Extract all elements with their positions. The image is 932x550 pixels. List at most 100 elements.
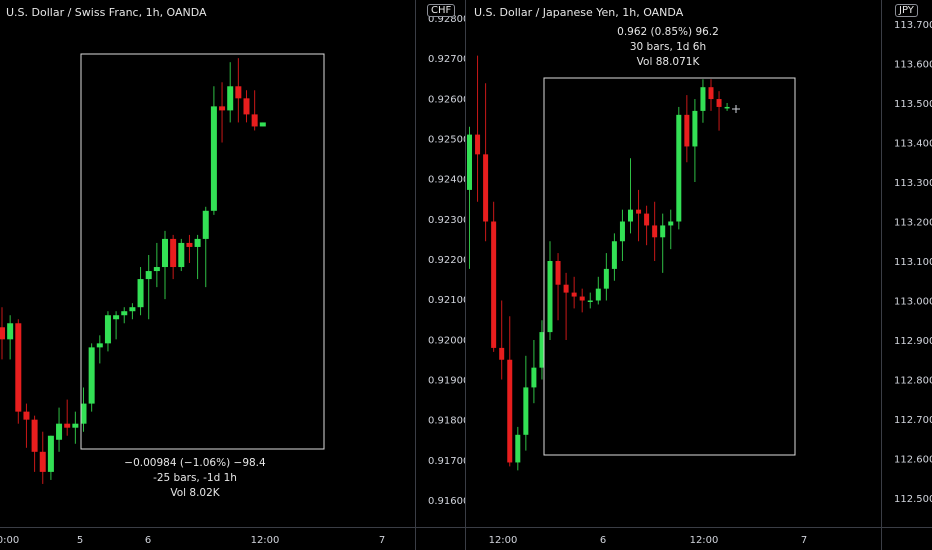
usdchf-candlestick-chart[interactable]: −0.00984 (−1.06%) −98.4 -25 bars, -1d 1h V… (0, 0, 415, 528)
currency-label-jpy[interactable]: JPY (895, 4, 918, 17)
price-tick-label: 0.92100 (428, 295, 467, 306)
candle-body (644, 213, 650, 226)
candle-body (684, 114, 690, 147)
usdchf-candle (129, 303, 136, 320)
currency-label-chf[interactable]: CHF (427, 4, 456, 17)
candle-body (178, 242, 185, 268)
candle-body (660, 225, 666, 238)
candle-body (555, 261, 561, 285)
candle-body (628, 209, 633, 222)
candle-body (219, 106, 226, 111)
usdjpy-candle (555, 253, 561, 321)
usdjpy-measure-line-2: 30 bars, 1d 6h (630, 41, 706, 53)
candle-body (129, 307, 136, 312)
candle-body (563, 284, 569, 293)
usdjpy-candle (491, 201, 497, 352)
candle-body (64, 423, 71, 428)
price-tick-label: 113.500 (894, 99, 932, 110)
usdchf-candle (88, 343, 95, 412)
candle-body (724, 106, 730, 109)
candle-body (603, 268, 609, 289)
candle-body (523, 387, 529, 435)
pane-divider[interactable] (465, 0, 466, 550)
price-tick-label: 112.500 (894, 494, 932, 505)
chart-pane-usdchf[interactable]: −0.00984 (−1.06%) −98.4 -25 bars, -1d 1h V… (0, 0, 415, 550)
price-axis-usdchf[interactable]: 0.92800 0.92700 0.92600 0.92500 0.92400 0.923… (415, 0, 467, 550)
chart-pane-usdjpy[interactable]: 0.962 (0.85%) 96.2 30 bars, 1d 6h Vol 88.0… (466, 0, 881, 550)
usdchf-measure-box[interactable] (80, 53, 325, 450)
candle-body (539, 332, 545, 368)
usdjpy-candle (467, 126, 472, 269)
candle-body (668, 221, 674, 226)
candle-body (652, 225, 658, 238)
usdchf-candle (121, 307, 128, 324)
candle-body (202, 210, 209, 239)
time-axis-divider (0, 527, 932, 528)
usdjpy-candle (724, 103, 730, 111)
usdchf-candle (162, 230, 168, 300)
price-tick-label: 0.91800 (428, 416, 467, 427)
usdjpy-candle (563, 272, 569, 340)
candle-body (571, 292, 577, 297)
candle-body (96, 343, 103, 348)
candle-body (619, 221, 625, 242)
time-tick-label: 12:00 (489, 535, 518, 546)
time-tick-label: 12:00 (251, 535, 280, 546)
usdjpy-candlestick-chart[interactable]: 0.962 (0.85%) 96.2 30 bars, 1d 6h Vol 88.0… (466, 0, 881, 528)
usdjpy-candle (579, 288, 585, 313)
price-tick-label: 0.91700 (428, 456, 467, 467)
candle-body (88, 347, 95, 404)
price-tick-label: 0.92500 (428, 135, 467, 146)
candle-body (72, 423, 79, 428)
usdchf-candle (251, 90, 258, 131)
candle-body (121, 311, 128, 316)
candle-body (47, 435, 54, 472)
time-tick-label: 0:00 (0, 535, 19, 546)
time-axis-usdjpy[interactable]: 12:00 6 12:00 7 (466, 528, 881, 550)
price-tick-label: 0.91900 (428, 376, 467, 387)
price-scale-usdjpy: 113.700 113.600 113.500 113.400 113.300 113.2… (894, 20, 932, 505)
candle-body (243, 98, 250, 115)
price-scale-usdchf: 0.92800 0.92700 0.92600 0.92500 0.92400 0.923… (428, 14, 467, 507)
candle-body (15, 323, 22, 412)
price-tick-label: 0.92600 (428, 94, 467, 105)
price-tick-label: 113.200 (894, 218, 932, 229)
candle-body (186, 242, 193, 247)
usdchf-candle (178, 238, 185, 272)
candle-body (145, 271, 152, 280)
price-tick-label: 113.100 (894, 257, 932, 268)
time-axis-usdchf[interactable]: 0:00 5 6 12:00 7 (0, 528, 415, 550)
usdchf-candle (259, 122, 266, 127)
usdchf-candle (153, 242, 160, 288)
usdchf-candle (96, 335, 103, 364)
usdjpy-candle (531, 340, 537, 404)
price-tick-label: 113.700 (894, 20, 932, 31)
price-tick-label: 113.300 (894, 178, 932, 189)
usdjpy-candle (708, 79, 714, 111)
price-tick-label: 113.600 (894, 60, 932, 71)
candle-body (483, 154, 489, 222)
candle-body (611, 241, 617, 269)
usdjpy-candle (644, 205, 650, 246)
usdchf-candle (15, 319, 22, 424)
price-axis-usdjpy[interactable]: 113.700 113.600 113.500 113.400 113.300 113.2… (881, 0, 932, 550)
usdjpy-candle (652, 201, 658, 261)
usdchf-candle (7, 315, 14, 360)
candle-body (39, 451, 46, 472)
price-tick-label: 0.92400 (428, 175, 467, 186)
usdchf-candle (210, 86, 217, 215)
price-tick-label: 0.92800 (428, 14, 467, 25)
usdjpy-candle (660, 213, 666, 273)
usdchf-candle (170, 234, 177, 280)
time-tick-label: 6 (145, 535, 151, 546)
usdjpy-candle (539, 320, 545, 380)
candle-body (259, 122, 266, 127)
usdchf-candle (113, 311, 120, 340)
usdjpy-candle (595, 276, 601, 305)
candle-body (170, 238, 177, 268)
candle-body (692, 110, 698, 147)
usdjpy-measure-box[interactable] (543, 77, 796, 456)
usdchf-measure-line-1: −0.00984 (−1.06%) −98.4 (124, 457, 266, 469)
usdjpy-candle (499, 300, 505, 380)
candle-body (499, 347, 505, 360)
